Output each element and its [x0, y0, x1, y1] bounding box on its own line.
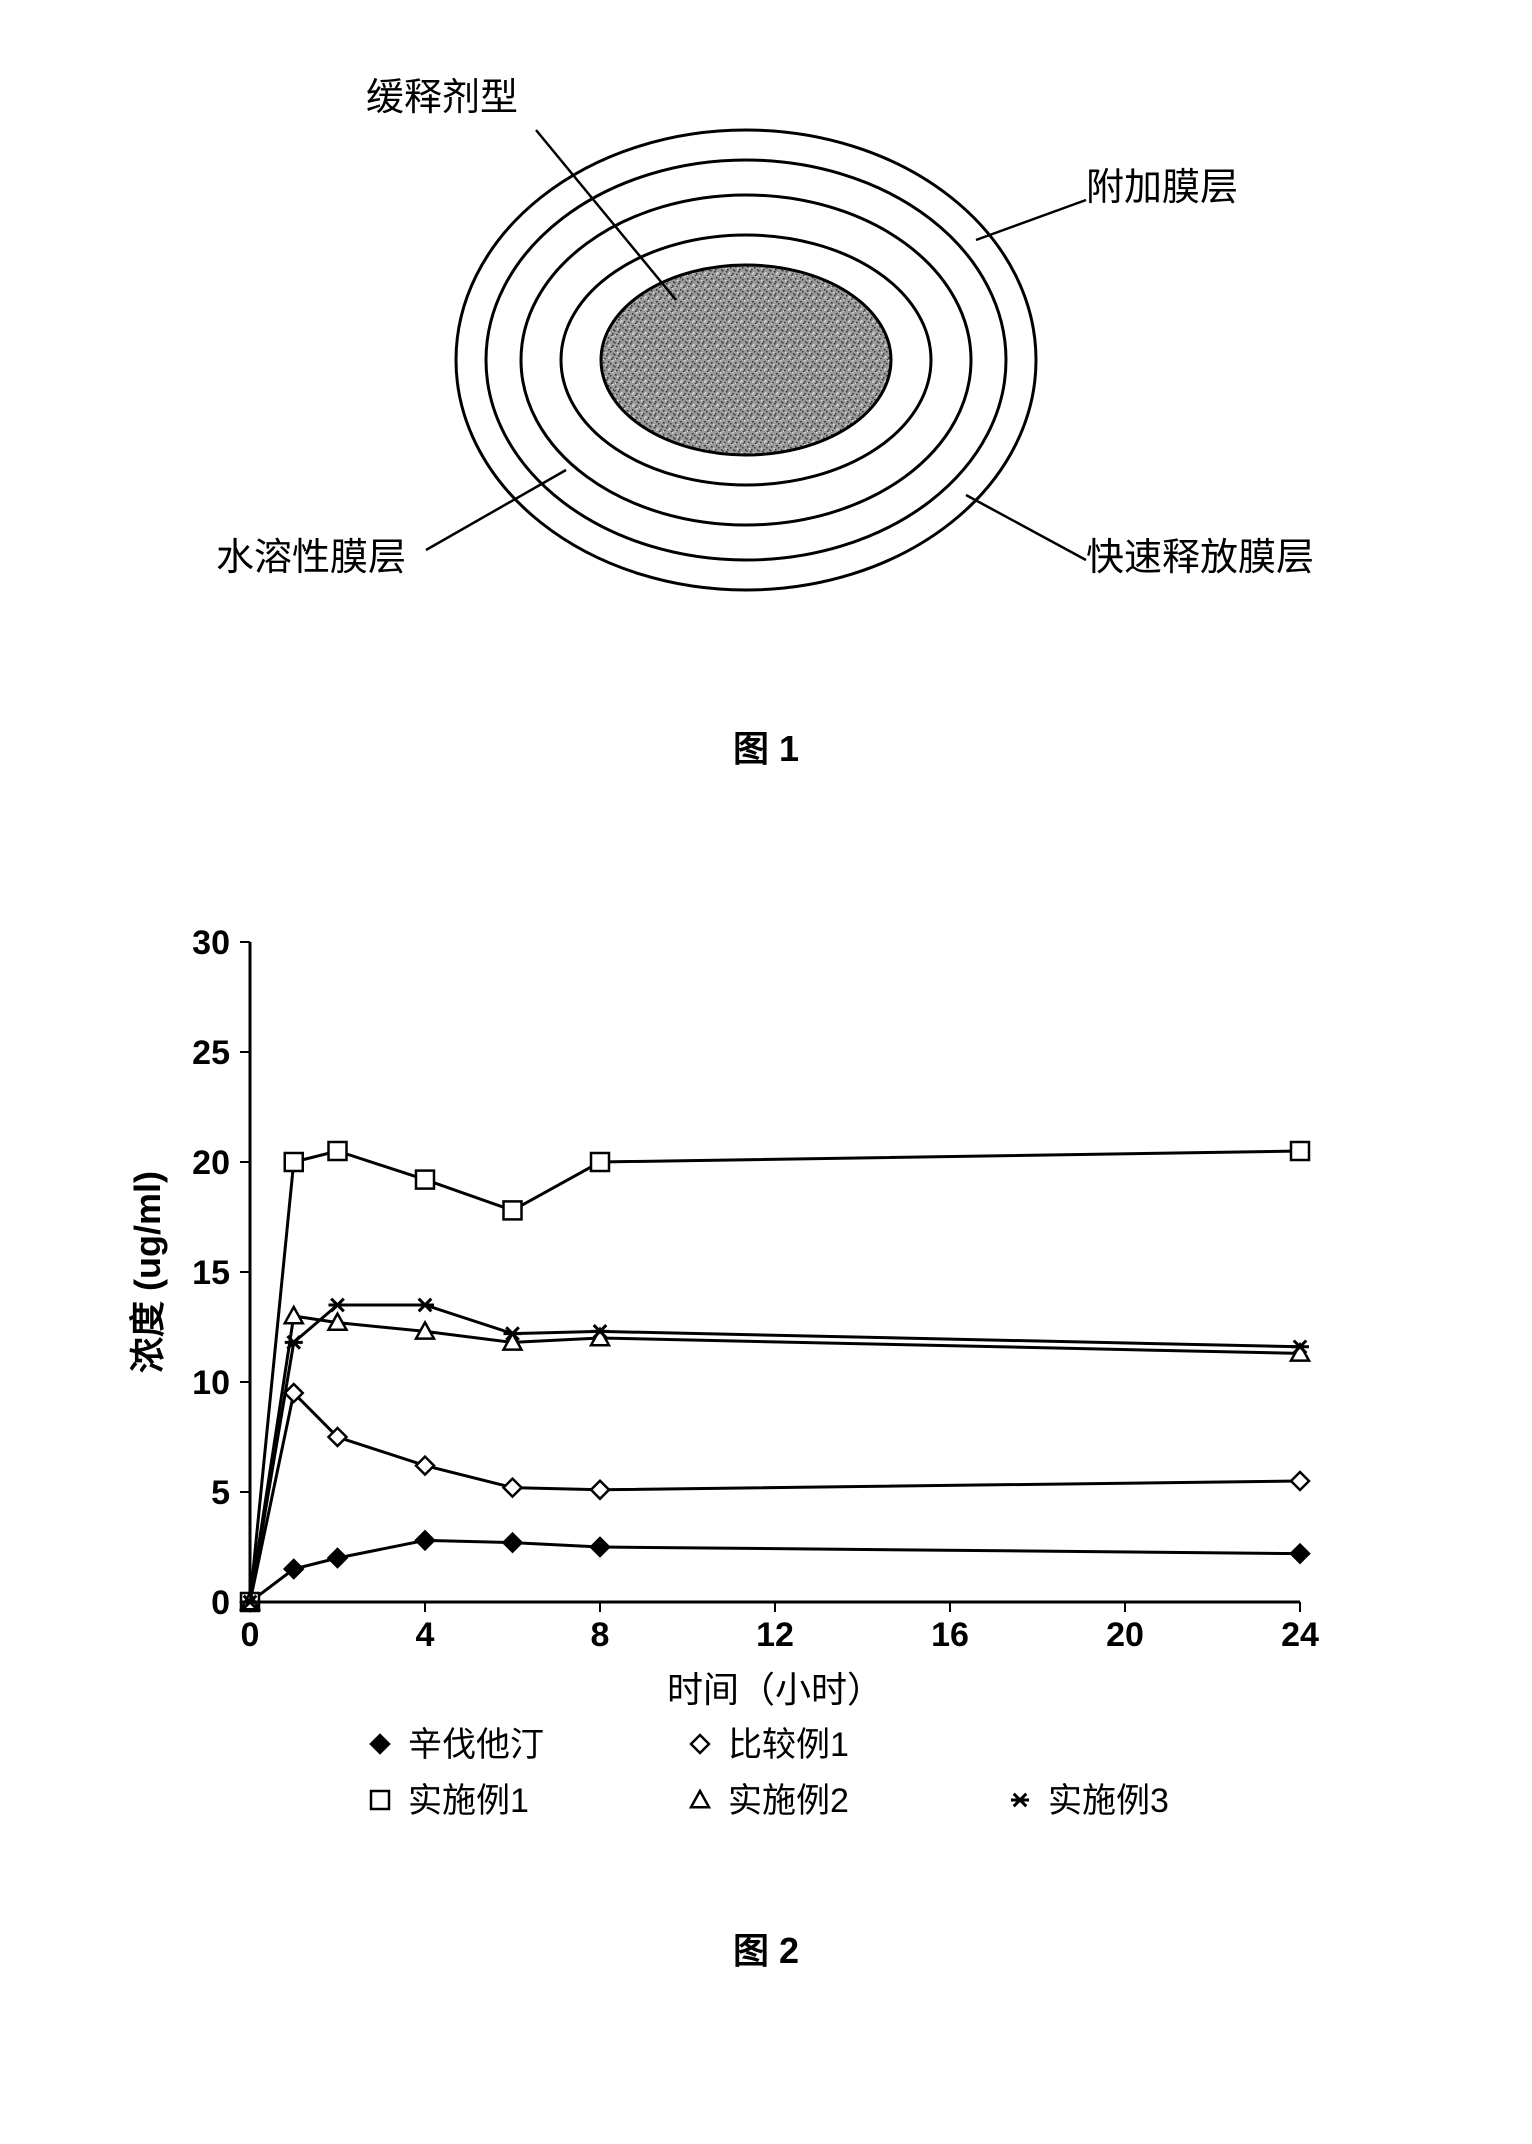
y-tick-label: 5: [211, 1474, 230, 1512]
series-line: [250, 1151, 1300, 1602]
y-tick-label: 15: [192, 1254, 230, 1292]
legend-label: 实施例3: [1048, 1782, 1169, 1820]
y-tick-label: 20: [192, 1144, 230, 1182]
x-tick-label: 0: [241, 1616, 260, 1654]
figure-2-container: 0 5 10 15 20 25 30 0 4 8 12 16 20 24 浓度 (ug/ml) 时间（小时） 辛…: [120, 912, 1532, 1974]
figure-1-diagram: 缓释剂型水溶性膜层 附加膜层快速释放膜层: [166, 40, 1366, 690]
figure-1-label: 图 1: [0, 720, 1532, 772]
y-tick-label: 0: [211, 1584, 230, 1622]
x-tick-label: 16: [931, 1616, 969, 1654]
diagram-label-core: 缓释剂型: [366, 77, 518, 119]
y-axis-label: 浓度 (ug/ml): [127, 1171, 168, 1373]
x-tick-label: 12: [756, 1616, 794, 1654]
x-tick-label: 8: [591, 1616, 610, 1654]
legend-label: 实施例2: [728, 1782, 849, 1820]
x-axis-label: 时间（小时）: [667, 1669, 883, 1710]
figure-2-label: 图 2: [0, 1922, 1532, 1974]
y-tick-label: 30: [192, 924, 230, 962]
legend-label: 实施例1: [408, 1782, 529, 1820]
y-tick-label: 10: [192, 1364, 230, 1402]
figure-1-container: 缓释剂型水溶性膜层 附加膜层快速释放膜层 图 1: [0, 0, 1532, 772]
diagram-label-outerLayer1: 附加膜层: [1086, 167, 1238, 209]
figure-2-chart: 0 5 10 15 20 25 30 0 4 8 12 16 20 24 浓度 (ug/ml) 时间（小时） 辛…: [120, 912, 1420, 1872]
x-tick-label: 24: [1281, 1616, 1319, 1654]
x-tick-label: 4: [416, 1616, 435, 1654]
series-line: [250, 1393, 1300, 1602]
legend-label: 辛伐他汀: [408, 1726, 544, 1764]
series-line: [250, 1540, 1300, 1602]
diagram-label-outerLayer2: 快速释放膜层: [1086, 537, 1314, 579]
legend-label: 比较例1: [728, 1726, 849, 1764]
diagram-label-innerLayer: 水溶性膜层: [216, 537, 406, 579]
y-tick-label: 25: [192, 1034, 230, 1072]
x-tick-label: 20: [1106, 1616, 1144, 1654]
